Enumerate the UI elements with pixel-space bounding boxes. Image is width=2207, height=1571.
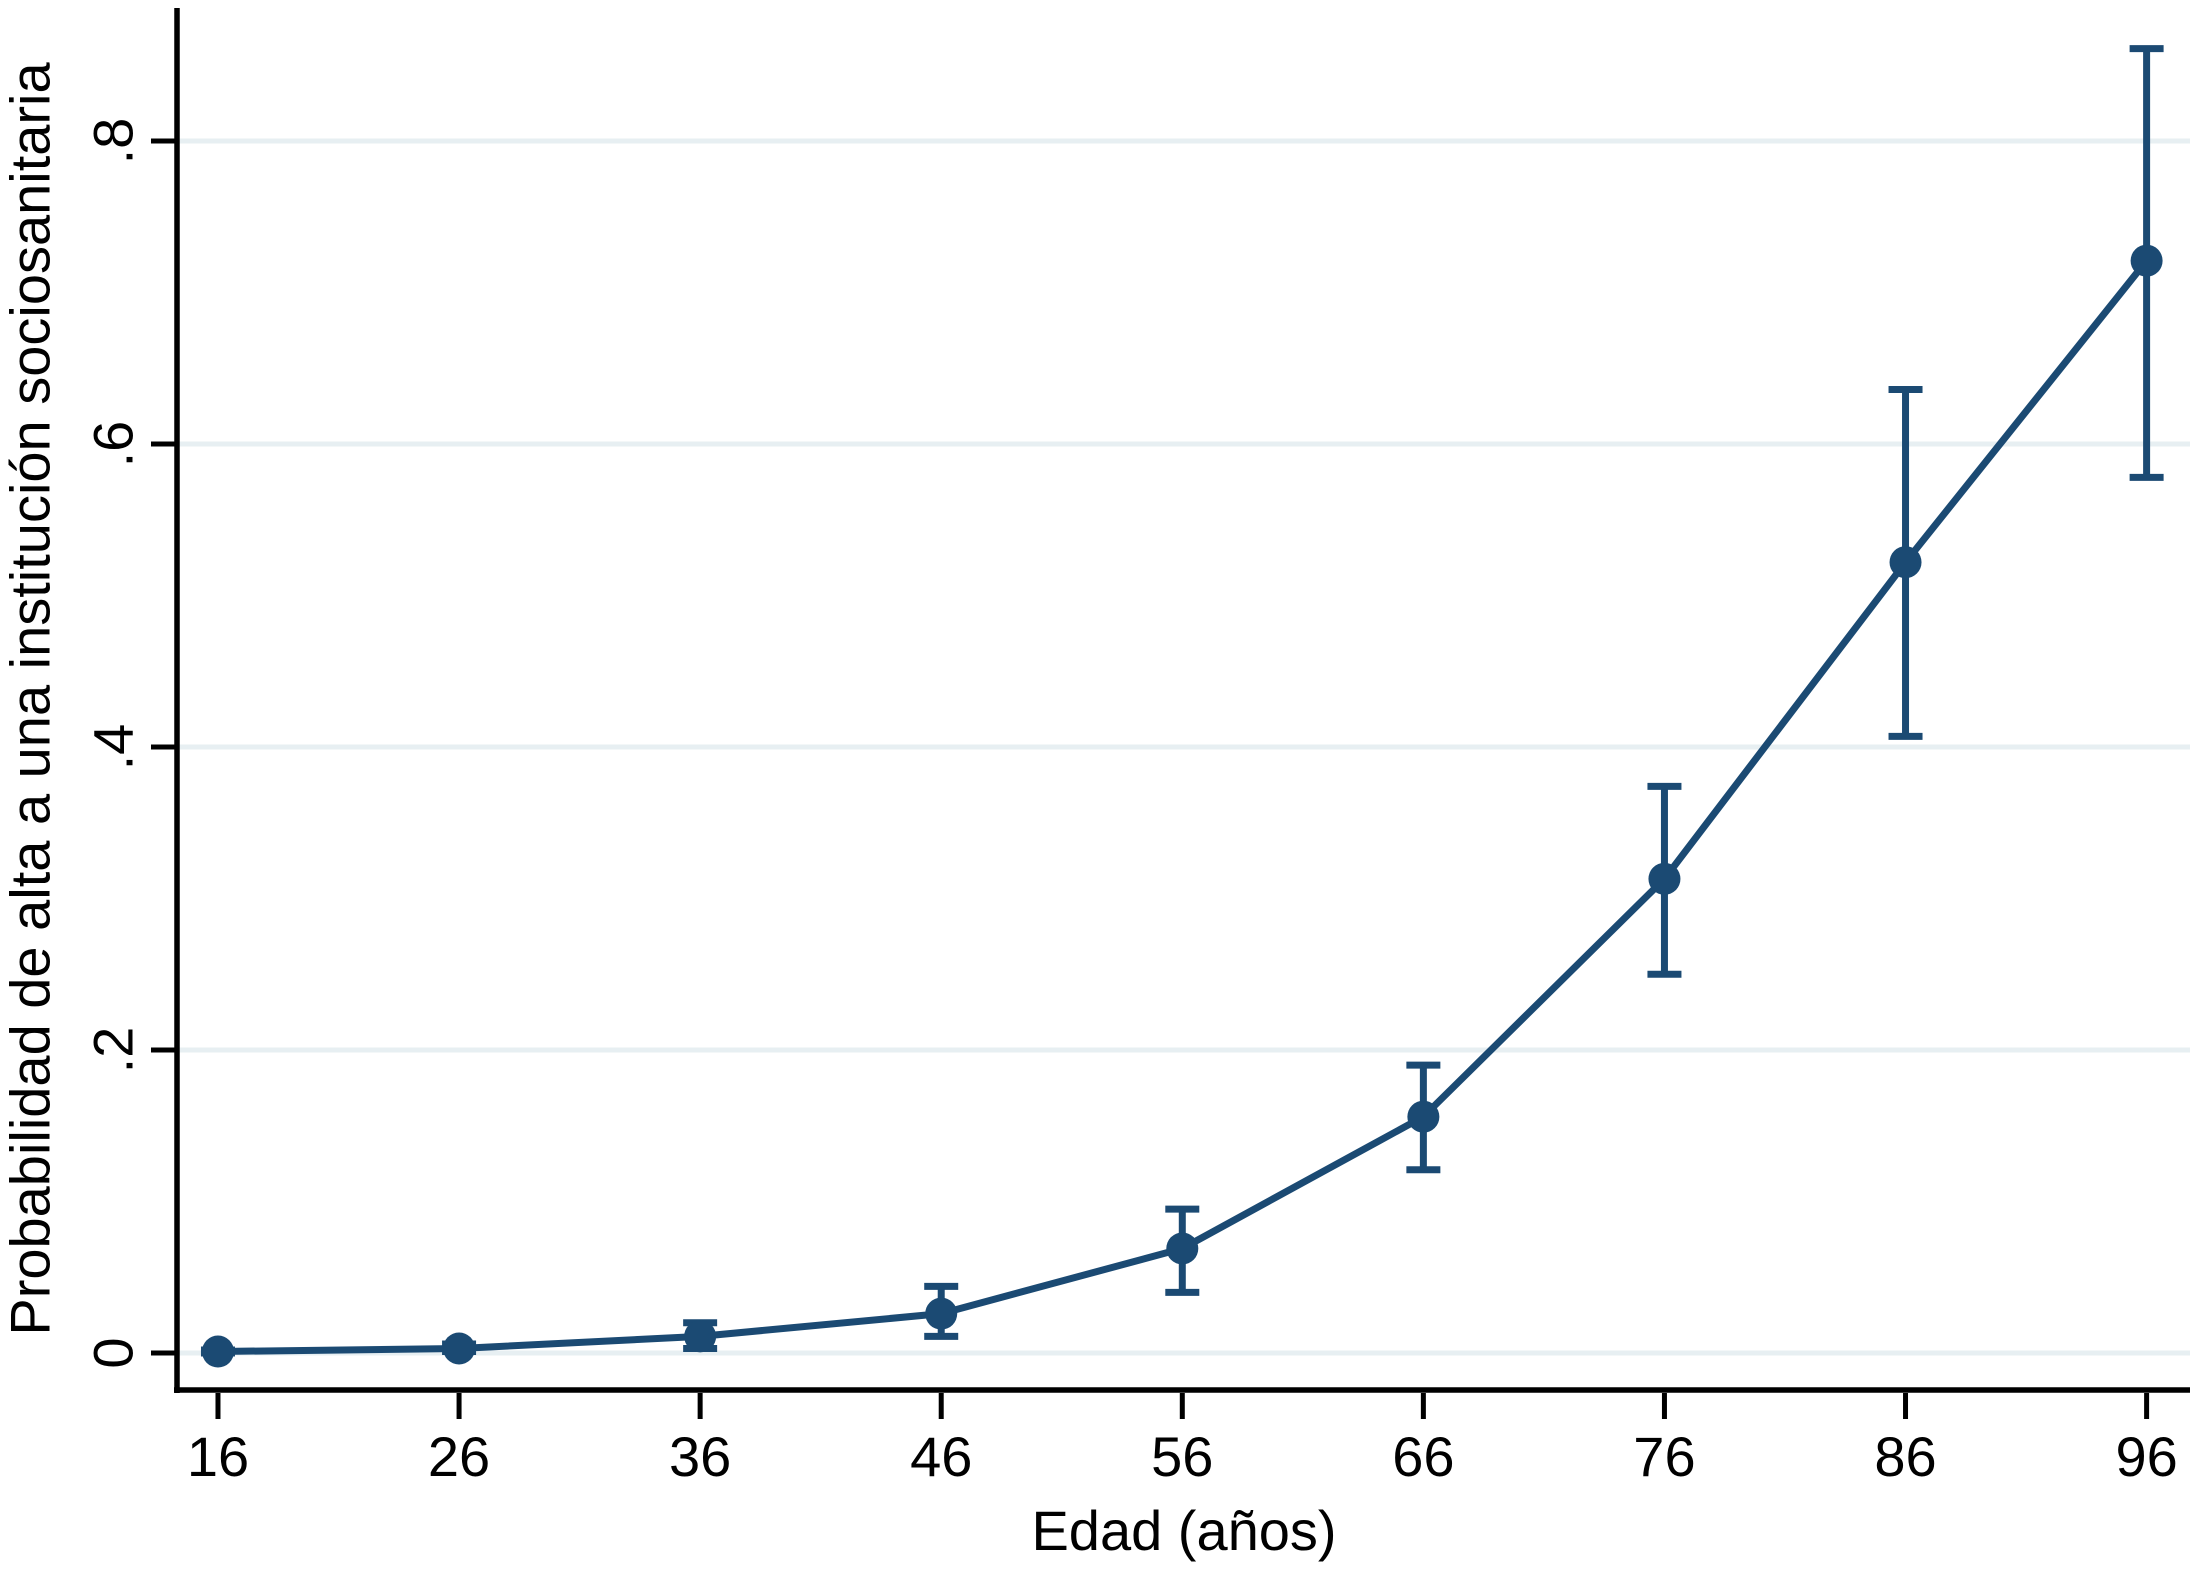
x-tick-label: 46 (910, 1425, 972, 1488)
y-tick-label: .8 (82, 118, 145, 165)
x-tick-label: 86 (1874, 1425, 1936, 1488)
x-axis-ticks: 16 26 36 46 56 66 76 86 96 (187, 1393, 2178, 1488)
y-tick-label: .2 (82, 1027, 145, 1074)
data-point-marker (925, 1297, 958, 1330)
x-axis-title: Edad (años) (1031, 1499, 1336, 1562)
data-point-marker (1889, 546, 1922, 579)
x-tick-label: 26 (428, 1425, 490, 1488)
y-axis-title: Probabilidad de alta a una institución s… (0, 62, 62, 1336)
data-point-marker (2130, 244, 2163, 277)
series-line (217, 258, 2150, 1356)
y-axis-ticks: 0 .2 .4 .6 .8 (82, 118, 177, 1369)
y-tick-label: 0 (82, 1337, 145, 1368)
x-tick-label: 76 (1633, 1425, 1695, 1488)
x-tick-label: 66 (1392, 1425, 1454, 1488)
x-tick-label: 96 (2115, 1425, 2177, 1488)
confidence-intervals (200, 45, 2164, 1357)
data-points (201, 244, 2163, 1368)
data-point-marker (1407, 1100, 1440, 1133)
data-point-marker (201, 1335, 234, 1368)
y-gridlines (177, 138, 2190, 1356)
data-point-marker (1648, 862, 1681, 895)
x-tick-label: 36 (669, 1425, 731, 1488)
data-point-marker (1166, 1232, 1199, 1265)
data-point-marker (443, 1332, 476, 1365)
x-tick-label: 16 (187, 1425, 249, 1488)
y-tick-label: .6 (82, 421, 145, 468)
data-point-marker (684, 1320, 717, 1353)
x-tick-label: 56 (1151, 1425, 1213, 1488)
y-tick-label: .4 (82, 724, 145, 771)
